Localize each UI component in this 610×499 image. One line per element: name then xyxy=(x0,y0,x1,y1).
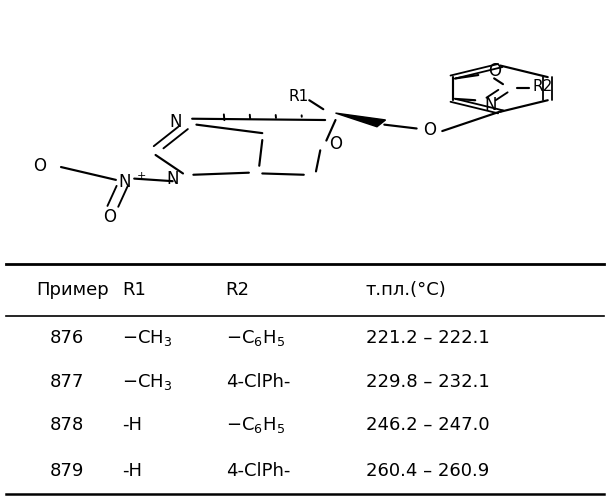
Text: 876: 876 xyxy=(50,329,84,347)
Text: O: O xyxy=(423,121,437,139)
Text: 877: 877 xyxy=(50,373,84,391)
Text: N: N xyxy=(167,170,179,188)
Text: Пример: Пример xyxy=(37,280,109,299)
Polygon shape xyxy=(336,113,386,127)
Text: 246.2 – 247.0: 246.2 – 247.0 xyxy=(366,416,490,434)
Text: 4-ClPh-: 4-ClPh- xyxy=(226,373,290,391)
Text: R1: R1 xyxy=(289,89,309,104)
Text: N: N xyxy=(119,174,131,192)
Text: R2: R2 xyxy=(226,280,249,299)
Text: N: N xyxy=(170,113,182,131)
Text: O: O xyxy=(487,62,501,80)
Text: R1: R1 xyxy=(122,280,146,299)
Text: -H: -H xyxy=(122,416,142,434)
Text: +: + xyxy=(137,171,146,181)
Text: 221.2 – 222.1: 221.2 – 222.1 xyxy=(366,329,490,347)
Text: O: O xyxy=(329,135,342,153)
Text: 229.8 – 232.1: 229.8 – 232.1 xyxy=(366,373,490,391)
Text: $\mathregular{-C_6H_5}$: $\mathregular{-C_6H_5}$ xyxy=(226,328,285,348)
Text: $\mathregular{-C_6H_5}$: $\mathregular{-C_6H_5}$ xyxy=(226,415,285,435)
Text: $\mathregular{-CH_3}$: $\mathregular{-CH_3}$ xyxy=(122,328,172,348)
Text: 260.4 – 260.9: 260.4 – 260.9 xyxy=(366,462,489,480)
Text: 878: 878 xyxy=(50,416,84,434)
Text: R2: R2 xyxy=(533,79,553,94)
Text: O: O xyxy=(103,208,117,226)
Text: 4-ClPh-: 4-ClPh- xyxy=(226,462,290,480)
Text: N: N xyxy=(485,96,497,114)
Text: $\mathregular{-CH_3}$: $\mathregular{-CH_3}$ xyxy=(122,372,172,392)
Text: т.пл.(°C): т.пл.(°C) xyxy=(366,280,447,299)
Text: O: O xyxy=(33,157,46,175)
Text: -H: -H xyxy=(122,462,142,480)
Text: 879: 879 xyxy=(50,462,84,480)
